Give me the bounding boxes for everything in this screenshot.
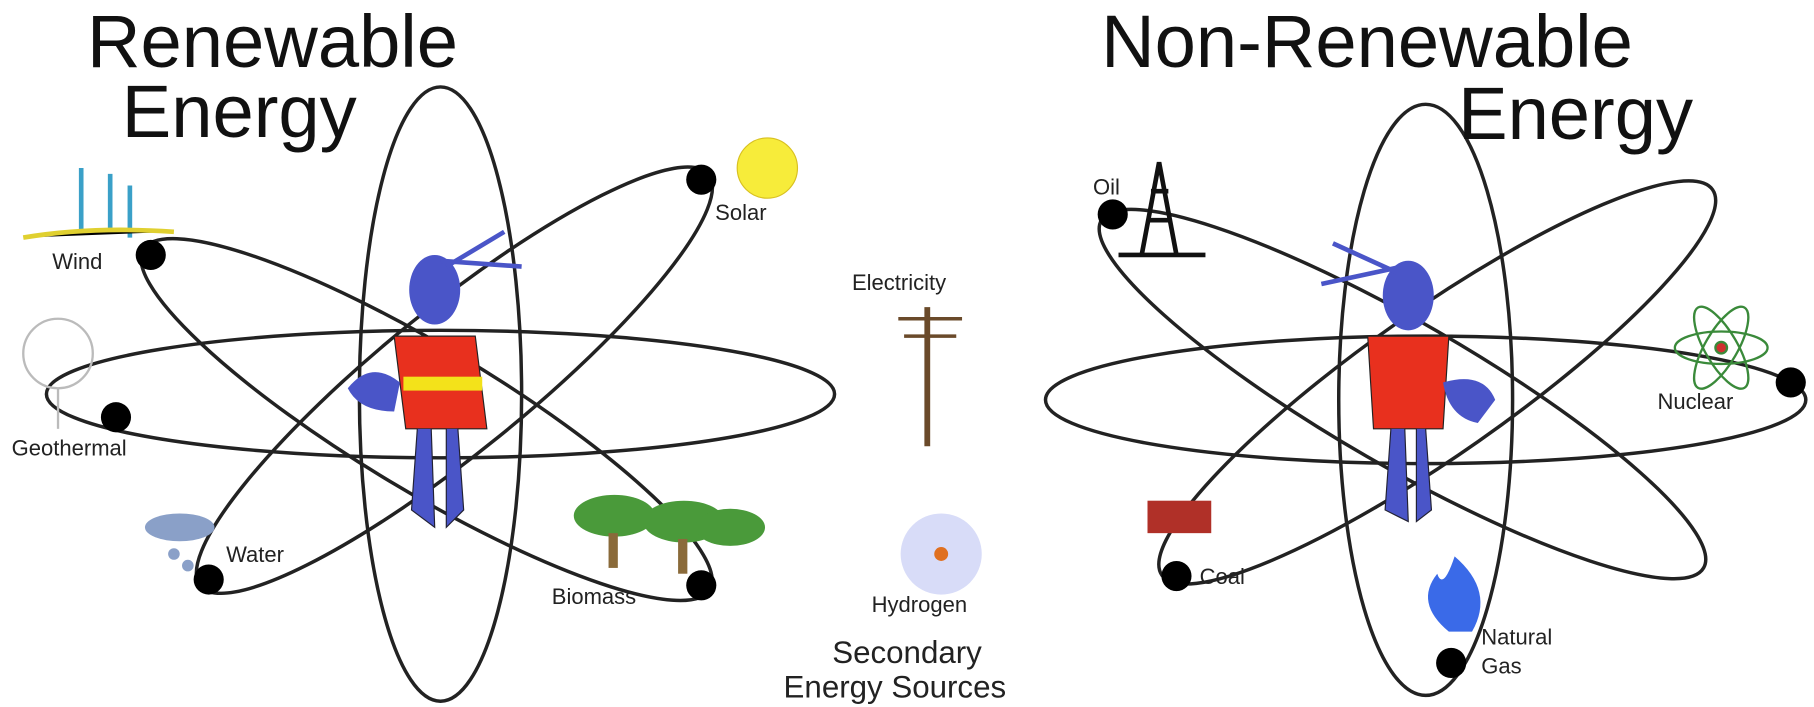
secondary-label: Hydrogen [872,592,967,617]
source-label: Nuclear [1657,389,1733,414]
source-label: Geothermal [12,435,127,460]
source-label: Biomass [552,584,636,609]
hydrogen-icon [934,547,948,561]
left-atom [23,87,834,701]
source-label: Gas [1481,653,1521,678]
flame-icon [1428,556,1480,631]
source-label: Wind [52,249,102,274]
title: Non-Renewable [1101,0,1633,83]
node-dot [686,165,716,195]
node-dot [1776,367,1806,397]
secondary-label: Electricity [852,270,946,295]
node-dot [686,570,716,600]
source-label: Natural [1481,624,1552,649]
node-dot [1161,561,1191,591]
caption: Energy Sources [784,670,1007,705]
atom-icon [1675,299,1768,396]
pole-icon [898,307,962,446]
title: Energy [122,70,357,153]
wind-icon [23,168,174,238]
caption: Secondary [832,635,982,670]
diagram: Renewable Energy Non-Renewable Energy Wi… [0,0,1814,707]
sun-icon [737,138,797,198]
node-dot [136,240,166,270]
tree-icon [23,319,93,429]
trees-icon [574,495,765,574]
node-dot [1436,648,1466,678]
coal-icon [1147,501,1211,533]
source-label: Solar [715,200,766,225]
source-label: Coal [1200,564,1245,589]
title: Energy [1458,72,1693,155]
node-dot [101,402,131,432]
node-dot [194,564,224,594]
source-label: Water [226,542,284,567]
source-label: Oil [1093,175,1120,200]
node-dot [1098,199,1128,229]
